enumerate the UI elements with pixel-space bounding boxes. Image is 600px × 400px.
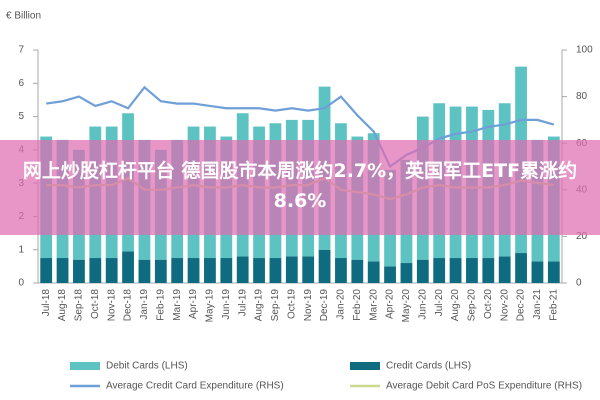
bar [138, 259, 151, 283]
bar [449, 258, 462, 283]
bar [171, 258, 184, 283]
bar [351, 259, 364, 283]
bar [482, 258, 495, 283]
x-tick-label: Mar-19 [172, 289, 183, 321]
overlay-banner: 网上炒股杠杆平台 德国股市本周涨约2.7%，英国军工ETF累涨约8.6% [0, 140, 600, 235]
legend-swatch [70, 362, 100, 370]
x-tick-label: Aug-20 [450, 289, 461, 322]
x-tick-label: May-19 [205, 289, 216, 323]
bar [89, 258, 102, 283]
bar [236, 256, 249, 283]
x-tick-label: Dec-19 [319, 289, 330, 322]
bar [56, 258, 69, 283]
bar [498, 256, 511, 283]
bar [204, 258, 216, 283]
x-tick-label: Jul-19 [237, 289, 248, 317]
x-tick-label: Jan-21 [532, 289, 543, 320]
bar [466, 258, 478, 283]
x-tick-label: May-20 [401, 289, 412, 323]
y2-tick-label: 0 [576, 278, 582, 289]
y-tick-label: 5 [18, 111, 24, 122]
x-tick-label: Oct-19 [286, 289, 297, 319]
x-tick-label: Jan-19 [139, 289, 150, 320]
bar [400, 263, 413, 283]
bar [433, 258, 446, 283]
x-tick-label: Jul-18 [41, 289, 52, 317]
bar [285, 256, 298, 283]
x-tick-label: Oct-18 [90, 289, 101, 319]
x-tick-label: Feb-21 [548, 289, 559, 321]
x-tick-label: Jun-19 [221, 289, 232, 320]
y-axis-label: € Billion [6, 11, 41, 22]
x-tick-label: Feb-19 [155, 289, 166, 321]
x-tick-label: Aug-18 [57, 289, 68, 322]
x-tick-label: Oct-20 [483, 289, 494, 319]
x-tick-label: Sep-20 [467, 289, 478, 322]
x-tick-label: Sep-18 [74, 289, 85, 322]
y-tick-label: 0 [18, 278, 24, 289]
x-tick-label: Nov-19 [303, 289, 314, 322]
x-tick-label: Feb-20 [352, 289, 363, 321]
bar [335, 258, 347, 283]
bar [384, 266, 396, 283]
y2-tick-label: 80 [576, 91, 588, 102]
x-tick-label: Dec-20 [516, 289, 527, 322]
bar [220, 258, 233, 283]
bar [531, 261, 544, 283]
bar [302, 256, 315, 283]
legend-swatch [350, 362, 380, 370]
legend-label: Average Credit Card Expenditure (RHS) [106, 381, 284, 392]
bar [318, 249, 331, 283]
y2-tick-label: 20 [576, 231, 588, 242]
x-tick-label: Jun-20 [417, 289, 428, 320]
bar [40, 258, 53, 283]
x-tick-label: Aug-19 [254, 289, 265, 322]
y-tick-label: 1 [18, 244, 24, 255]
bar [105, 258, 118, 283]
bar [122, 251, 134, 283]
bar [269, 258, 282, 283]
x-tick-label: Sep-19 [270, 289, 281, 322]
bar [253, 258, 265, 283]
y2-tick-label: 100 [576, 45, 593, 56]
legend-label: Credit Cards (LHS) [386, 361, 471, 372]
x-tick-label: Dec-18 [123, 289, 134, 322]
y-tick-label: 7 [18, 45, 24, 56]
bar [187, 258, 200, 283]
legend-label: Average Debit Card PoS Expenditure (RHS) [386, 381, 582, 392]
legend-label: Debit Cards (LHS) [106, 361, 188, 372]
line [46, 85, 555, 169]
x-tick-label: Apr-19 [188, 289, 199, 319]
bar [515, 253, 527, 283]
x-tick-label: Nov-20 [499, 289, 510, 322]
x-tick-label: Jul-20 [434, 289, 445, 317]
x-tick-label: Mar-20 [368, 289, 379, 321]
bar [154, 259, 167, 283]
x-tick-label: Jan-20 [336, 289, 347, 320]
x-tick-label: Nov-18 [106, 289, 117, 322]
bar [367, 261, 380, 283]
y-tick-label: 6 [18, 78, 24, 89]
bar [73, 259, 85, 283]
x-tick-label: Apr-20 [385, 289, 396, 319]
bar [547, 261, 560, 283]
bar [416, 259, 429, 283]
